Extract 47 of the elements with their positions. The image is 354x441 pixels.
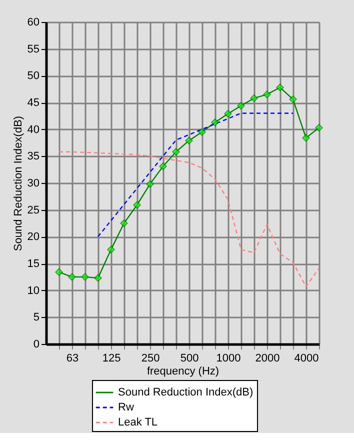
point	[159, 162, 167, 170]
y-axis-title: Sound Reduction Index(dB)	[12, 116, 24, 252]
point	[172, 148, 180, 156]
x-axis-title: frequency (Hz)	[146, 366, 220, 378]
y-tick-label: 30	[27, 178, 40, 190]
point	[211, 118, 219, 126]
y-tick-label: 50	[27, 70, 40, 82]
point	[94, 274, 102, 282]
point	[302, 134, 310, 142]
x-tick-label: 63	[66, 352, 79, 364]
point	[107, 246, 115, 254]
x-tick-label: 2000	[255, 352, 280, 364]
x-tick-label: 1000	[216, 352, 241, 364]
point	[224, 110, 232, 118]
point	[198, 128, 206, 136]
point	[120, 219, 128, 228]
line-series	[58, 151, 320, 288]
legend-label: Sound Reduction Index(dB)	[118, 386, 254, 398]
point	[146, 180, 154, 188]
point	[276, 84, 284, 92]
y-tick-label: 0	[33, 338, 40, 350]
point	[289, 95, 297, 104]
y-tick-label: 55	[27, 43, 40, 56]
point	[55, 268, 63, 276]
point	[315, 124, 323, 132]
point	[263, 90, 271, 98]
x-tick-label: 125	[102, 352, 121, 364]
y-tick-label: 40	[27, 124, 40, 136]
y-tick-label: 15	[27, 258, 40, 270]
point	[250, 94, 258, 102]
point	[133, 201, 141, 209]
y-tick-label: 45	[27, 97, 40, 109]
legend-label: Rw	[118, 402, 134, 414]
y-tick-label: 5	[33, 312, 40, 324]
y-tick-label: 20	[27, 231, 40, 244]
point	[237, 102, 245, 110]
y-tick-label: 60	[27, 16, 40, 28]
point	[185, 136, 193, 144]
x-tick-label: 4000	[294, 352, 319, 364]
y-tick-label: 10	[27, 284, 40, 297]
x-tick-label: 500	[180, 352, 199, 364]
x-tick-label: 250	[141, 352, 160, 364]
point	[81, 273, 89, 281]
y-tick-label: 25	[27, 204, 40, 216]
point	[68, 273, 76, 281]
y-tick-label: 35	[27, 150, 40, 163]
legend-label: Leak TL	[118, 416, 158, 428]
